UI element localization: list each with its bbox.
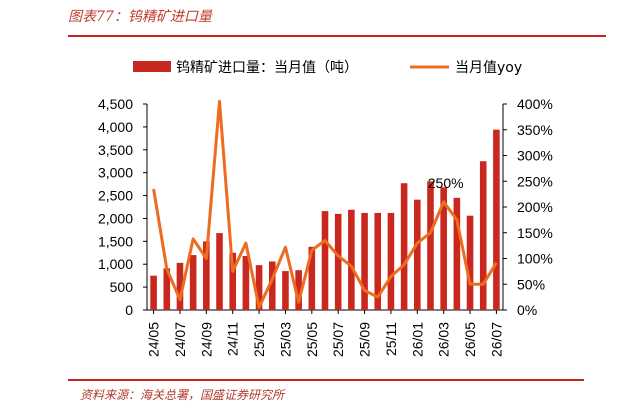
x-tick-label: 24/07 (172, 322, 188, 357)
bar (361, 212, 368, 310)
y-left-tick-label: 4,000 (98, 119, 133, 135)
x-tick-label: 25/09 (357, 322, 373, 357)
bar (229, 252, 236, 310)
legend: 钨精矿进口量：当月值（吨） 当月值yoy (133, 60, 522, 76)
y-right-tick-label: 350% (517, 122, 553, 138)
footer-rule (68, 379, 584, 381)
y-left-tick-label: 1,500 (98, 233, 133, 249)
x-tick-label: 25/03 (277, 322, 293, 357)
bar (493, 129, 500, 310)
bar (387, 212, 395, 310)
bar (400, 183, 408, 310)
bar (334, 213, 342, 310)
bar (150, 275, 157, 310)
y-right-tick-label: 400% (517, 96, 553, 112)
y-right-tick-label: 100% (517, 251, 553, 267)
x-tick-label: 25/05 (304, 322, 320, 357)
bar (321, 211, 329, 310)
annotation-250: 250% (428, 175, 464, 191)
source-note: 资料来源：海关总署，国盛证券研究所 (80, 388, 285, 402)
x-tick-label: 24/09 (198, 322, 214, 357)
bar (189, 255, 197, 310)
y-left-tick-label: 0 (125, 302, 133, 318)
axis-labels: 0 500 1,000 1,500 2,000 2,500 3,000 3,500 4,000 4… (98, 96, 553, 357)
bar (268, 261, 276, 310)
bar (479, 161, 487, 310)
bar (453, 197, 461, 310)
legend-bar-swatch (133, 61, 171, 72)
y-right-tick-label: 0% (517, 302, 537, 318)
y-left-tick-label: 1,000 (98, 256, 133, 272)
y-left-tick-label: 2,000 (98, 210, 133, 226)
bar (203, 241, 210, 310)
yoy-line (152, 99, 498, 309)
y-left-tick-label: 4,500 (98, 96, 133, 112)
yoy-line-path (152, 99, 498, 309)
x-tick-label: 25/11 (383, 322, 399, 356)
y-left-tick-label: 500 (110, 279, 134, 295)
bar (308, 246, 316, 310)
y-left-tick-label: 3,500 (98, 142, 133, 158)
page-title: 图表77：钨精矿进口量 (68, 9, 212, 25)
bar (440, 187, 447, 310)
bar (348, 209, 355, 310)
bar (466, 215, 474, 310)
x-tick-label: 26/03 (436, 322, 452, 357)
x-tick-label: 24/11 (225, 322, 241, 356)
legend-bar-label: 钨精矿进口量：当月值（吨） (176, 60, 358, 76)
bar (216, 233, 223, 310)
bar (414, 199, 421, 310)
x-tick-label: 26/07 (488, 322, 504, 357)
bars (150, 129, 500, 310)
bar (255, 265, 263, 310)
y-left-tick-label: 3,000 (98, 165, 133, 181)
legend-line-label: 当月值yoy (455, 60, 522, 76)
x-tick-label: 24/05 (146, 322, 162, 357)
x-tick-label: 26/05 (462, 322, 478, 357)
y-right-tick-label: 150% (517, 225, 553, 241)
bar (374, 212, 382, 310)
bar (295, 270, 302, 310)
bar (176, 262, 184, 310)
y-right-tick-label: 50% (517, 276, 545, 292)
bar (163, 268, 171, 310)
bar (282, 271, 289, 310)
x-tick-label: 26/01 (409, 322, 425, 357)
y-left-tick-label: 2,500 (98, 188, 133, 204)
x-tick-label: 25/01 (251, 322, 267, 357)
header-rule (68, 35, 606, 37)
x-tick-label: 25/07 (330, 322, 346, 357)
y-right-tick-label: 200% (517, 199, 553, 215)
bar (427, 181, 434, 310)
bar (242, 255, 250, 310)
y-right-tick-label: 250% (517, 173, 553, 189)
y-right-tick-label: 300% (517, 148, 553, 164)
